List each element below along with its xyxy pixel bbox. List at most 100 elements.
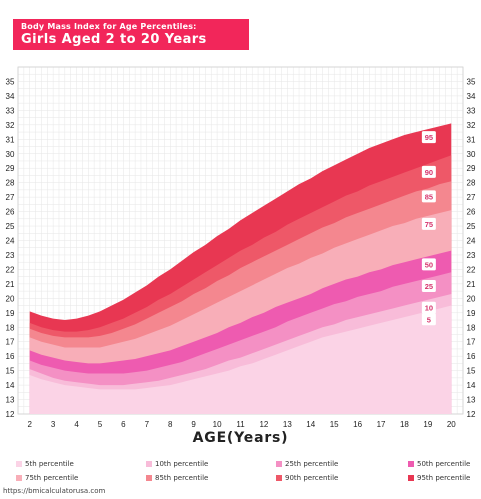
y-tick-label-right: 35 (467, 77, 476, 86)
legend-label-90th: 90th percentile (285, 474, 339, 482)
y-tick-label-left: 21 (6, 280, 15, 289)
y-tick-label-right: 13 (467, 396, 476, 405)
curve-label-95: 95 (425, 133, 433, 142)
curve-labels: 5 10 25 50 75 85 90 95 (421, 131, 436, 326)
x-tick-label: 12 (259, 420, 268, 429)
legend-label-5th: 5th percentile (25, 460, 74, 468)
curve-label-25: 25 (425, 282, 433, 291)
y-tick-label-right: 33 (467, 106, 476, 115)
legend-swatch-95th (408, 475, 414, 481)
curve-label-box-85 (421, 190, 436, 203)
legend-item-10th: 10th percentile (146, 460, 208, 468)
x-tick-label: 4 (74, 420, 79, 429)
y-tick-label-right: 34 (467, 92, 476, 101)
x-tick-label: 6 (121, 420, 126, 429)
legend-label-25th: 25th percentile (285, 460, 339, 468)
y-tick-label-right: 23 (467, 251, 476, 260)
y-tick-label-left: 15 (6, 367, 15, 376)
y-tick-label-left: 35 (6, 77, 15, 86)
x-tick-label: 8 (168, 420, 173, 429)
y-tick-label-left: 29 (6, 164, 15, 173)
legend-swatch-10th (146, 461, 152, 467)
y-tick-label-left: 19 (6, 309, 15, 318)
legend-swatch-90th (276, 475, 282, 481)
x-tick-label: 17 (377, 420, 386, 429)
legend-swatch-75th (16, 475, 22, 481)
y-tick-label-right: 17 (467, 338, 476, 347)
x-tick-label: 5 (98, 420, 103, 429)
curve-label-box-75 (421, 217, 436, 230)
x-tick-label: 15 (330, 420, 339, 429)
legend-item-95th: 95th percentile (408, 474, 470, 482)
legend-item-75th: 75th percentile (16, 474, 78, 482)
band-5th (29, 305, 452, 414)
y-tick-label-left: 17 (6, 338, 15, 347)
x-tick-label: 10 (213, 420, 222, 429)
y-tick-label-right: 14 (467, 381, 476, 390)
y-tick-label-right: 16 (467, 352, 476, 361)
curve-label-box-5 (421, 313, 436, 326)
y-tick-label-right: 12 (467, 410, 476, 419)
legend-item-90th: 90th percentile (276, 474, 338, 482)
y-tick-label-right: 32 (467, 121, 476, 130)
y-tick-label-right: 22 (467, 265, 476, 274)
y-tick-label-left: 26 (6, 208, 15, 217)
y-tick-label-right: 27 (467, 193, 476, 202)
y-tick-label-right: 19 (467, 309, 476, 318)
x-tick-label: 19 (423, 420, 432, 429)
y-tick-label-left: 32 (6, 121, 15, 130)
chart-title-line1: Body Mass Index for Age Percentiles: (21, 22, 197, 31)
x-tick-label: 2 (27, 420, 32, 429)
x-tick-label: 14 (306, 420, 315, 429)
y-tick-label-left: 34 (6, 92, 15, 101)
legend-item-50th: 50th percentile (408, 460, 470, 468)
y-tick-label-right: 25 (467, 222, 476, 231)
y-tick-label-left: 25 (6, 222, 15, 231)
percentile-bands (29, 123, 452, 414)
x-tick-label: 11 (236, 420, 245, 429)
legend-label-50th: 50th percentile (417, 460, 471, 468)
curve-label-10: 10 (425, 304, 433, 313)
curve-label-5: 5 (427, 315, 431, 324)
x-tick-label: 9 (191, 420, 196, 429)
curve-label-75: 75 (425, 220, 433, 229)
y-tick-label-left: 12 (6, 410, 15, 419)
y-tick-label-right: 18 (467, 323, 476, 332)
curve-label-box-25 (421, 280, 436, 293)
legend-label-75th: 75th percentile (25, 474, 79, 482)
legend-swatch-50th (408, 461, 414, 467)
curve-label-50: 50 (425, 260, 433, 269)
x-tick-label: 3 (51, 420, 56, 429)
y-tick-label-left: 18 (6, 323, 15, 332)
legend-label-85th: 85th percentile (155, 474, 209, 482)
y-tick-label-left: 14 (6, 381, 15, 390)
y-tick-label-left: 22 (6, 265, 15, 274)
x-axis-label: AGE(Years) (192, 430, 289, 446)
y-tick-label-left: 27 (6, 193, 15, 202)
y-tick-label-left: 31 (6, 135, 15, 144)
y-tick-label-right: 29 (467, 164, 476, 173)
curve-label-85: 85 (425, 192, 433, 201)
legend: 5th percentile 10th percentile 25th perc… (0, 456, 481, 484)
x-tick-label: 18 (400, 420, 409, 429)
chart-title-line2: Girls Aged 2 to 20 Years (21, 32, 207, 47)
title-banner: Body Mass Index for Age Percentiles: Gir… (13, 19, 249, 50)
y-tick-label-left: 28 (6, 179, 15, 188)
x-tick-label: 16 (353, 420, 362, 429)
x-tick-label: 7 (145, 420, 150, 429)
legend-label-95th: 95th percentile (417, 474, 471, 482)
y-tick-label-right: 24 (467, 237, 476, 246)
x-tick-label: 20 (447, 420, 456, 429)
y-tick-label-right: 28 (467, 179, 476, 188)
x-tick-label: 13 (283, 420, 292, 429)
y-tick-label-left: 30 (6, 150, 15, 159)
y-tick-label-left: 33 (6, 106, 15, 115)
curve-label-box-95 (421, 131, 436, 144)
y-tick-label-left: 23 (6, 251, 15, 260)
legend-item-25th: 25th percentile (276, 460, 338, 468)
legend-swatch-25th (276, 461, 282, 467)
curve-label-90: 90 (425, 168, 433, 177)
legend-item-85th: 85th percentile (146, 474, 208, 482)
y-tick-label-left: 13 (6, 396, 15, 405)
